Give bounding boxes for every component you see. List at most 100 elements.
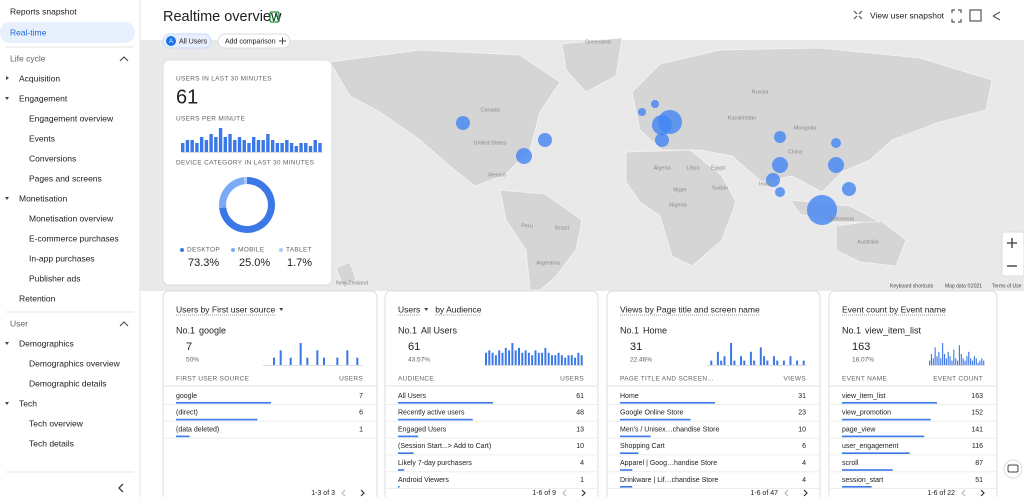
sidebar-item[interactable]: Demographic details	[29, 378, 106, 388]
row-label[interactable]: (data deleted)	[176, 426, 219, 433]
rank-label: No.1	[398, 325, 417, 335]
help-icon	[1007, 464, 1019, 473]
row-bar	[620, 418, 691, 421]
sidebar-group[interactable]: Monetisation	[19, 193, 67, 203]
location-bubble	[658, 110, 682, 134]
sidebar-group[interactable]: Tech	[19, 398, 37, 408]
minute-bar	[266, 134, 270, 152]
add-comparison-chip[interactable]	[217, 33, 291, 49]
row-label[interactable]: Home	[620, 393, 639, 400]
next-page[interactable]	[581, 489, 586, 497]
row-label[interactable]: session_start	[842, 477, 883, 484]
mini-bar	[966, 356, 968, 365]
sidebar-item[interactable]: Engagement overview	[29, 113, 114, 123]
top-value: 61	[408, 341, 420, 353]
map-label: China	[788, 149, 803, 155]
share-icon[interactable]	[992, 11, 1001, 21]
sidebar-group[interactable]: Retention	[19, 293, 56, 303]
top-name: Home	[643, 325, 667, 335]
next-page[interactable]	[803, 489, 808, 497]
active-item-bg	[0, 22, 135, 43]
mini-bar	[962, 358, 964, 365]
location-bubble	[774, 131, 786, 143]
column-header: PAGE TITLE AND SCREEN…	[620, 376, 714, 383]
row-label[interactable]: Google Online Store	[620, 410, 684, 417]
row-bar	[398, 402, 493, 404]
sidebar-item[interactable]: Pages and screens	[29, 173, 102, 183]
mini-bar	[580, 355, 583, 365]
row-value: 87	[975, 460, 983, 467]
section-title[interactable]: Life cycle	[10, 53, 46, 63]
mini-bar	[960, 354, 962, 365]
sidebar-group[interactable]: Acquisition	[19, 73, 60, 83]
edit-icon[interactable]	[969, 9, 982, 22]
row-label[interactable]: google	[176, 393, 197, 400]
sidebar-link[interactable]: Reports snapshot	[10, 6, 77, 16]
sidebar-group[interactable]: Engagement	[19, 93, 68, 103]
row-label[interactable]: Drinkware | Lif…chandise Store	[620, 477, 718, 484]
zoom-in[interactable]	[1007, 238, 1017, 248]
card-title[interactable]: Event count by Event name	[842, 304, 946, 314]
sidebar-item[interactable]: E-commerce purchases	[29, 233, 119, 243]
card-title[interactable]: Views by Page title and screen name	[620, 304, 760, 314]
prev-page[interactable]	[341, 489, 346, 497]
fullscreen-icon[interactable]	[951, 9, 962, 23]
row-label[interactable]: (direct)	[176, 410, 198, 417]
add-comparison[interactable]: Add comparison	[225, 38, 276, 45]
mini-bar	[975, 358, 977, 365]
map-attribution[interactable]: Terms of Use	[992, 283, 1022, 289]
row-label[interactable]: view_promotion	[842, 410, 891, 417]
row-label[interactable]: Recently active users	[398, 410, 465, 417]
mini-bar	[776, 360, 779, 365]
map-attribution[interactable]: Map data ©2021	[945, 282, 982, 289]
sidebar-item[interactable]: Tech overview	[29, 418, 84, 428]
map-label: Mongolia	[794, 125, 817, 131]
row-label[interactable]: scroll	[842, 460, 859, 467]
row-bar	[176, 435, 190, 438]
card-title[interactable]: Users by First user source	[176, 304, 275, 314]
zoom-box	[1001, 231, 1024, 277]
row-value: 1	[580, 477, 584, 484]
mini-bar	[279, 350, 282, 365]
card-title-suffix[interactable]: by Audience	[435, 304, 482, 314]
collapse-sidebar[interactable]	[118, 483, 124, 493]
sidebar-item[interactable]: Demographics overview	[29, 358, 121, 368]
legend-name: DESKTOP	[187, 247, 220, 254]
help-button[interactable]	[1003, 459, 1023, 479]
row-label[interactable]: Men's / Unisex…chandise Store	[620, 426, 719, 433]
map-attribution[interactable]: Keyboard shortcuts	[890, 283, 934, 289]
view-user-snapshot[interactable]: View user snapshot	[870, 10, 945, 20]
sidebar-item[interactable]: Tech details	[29, 438, 74, 448]
sidebar-item[interactable]: In-app purchases	[29, 253, 95, 263]
top-value: 31	[630, 341, 642, 353]
next-page[interactable]	[360, 489, 365, 497]
row-label[interactable]: Engaged Users	[398, 426, 447, 433]
per-minute-label: USERS PER MINUTE	[176, 116, 245, 123]
row-label[interactable]: Android Viewers	[398, 477, 449, 484]
prev-page[interactable]	[961, 489, 966, 497]
mini-bar	[759, 347, 762, 365]
row-label[interactable]: (Session Start...> Add to Cart)	[398, 443, 491, 450]
row-label[interactable]: Apparel | Goog…handise Store	[620, 460, 717, 467]
sidebar-group[interactable]: Demographics	[19, 338, 74, 348]
sidebar-link-active[interactable]: Real-time	[10, 27, 47, 37]
sidebar-item[interactable]: Monetisation overview	[29, 213, 114, 223]
next-page[interactable]	[980, 489, 985, 497]
map-label: Kazakhstan	[728, 115, 757, 121]
row-label[interactable]: All Users	[398, 393, 427, 400]
row-label[interactable]: Likely 7-day purchasers	[398, 460, 472, 467]
section-title[interactable]: User	[10, 318, 28, 328]
row-label[interactable]: view_item_list	[842, 393, 886, 400]
prev-page[interactable]	[562, 489, 567, 497]
card	[828, 290, 998, 497]
sidebar-item[interactable]: Events	[29, 133, 55, 143]
sidebar-item[interactable]: Conversions	[29, 153, 76, 163]
mini-bar	[723, 356, 726, 365]
row-label[interactable]: Shopping Cart	[620, 443, 665, 450]
comparison-chip[interactable]	[162, 33, 212, 49]
sidebar-item[interactable]: Publisher ads	[29, 273, 81, 283]
row-label[interactable]: user_engagement	[842, 443, 898, 450]
row-label[interactable]: page_view	[842, 426, 876, 433]
prev-page[interactable]	[784, 489, 789, 497]
card-title[interactable]: Users	[398, 304, 420, 314]
